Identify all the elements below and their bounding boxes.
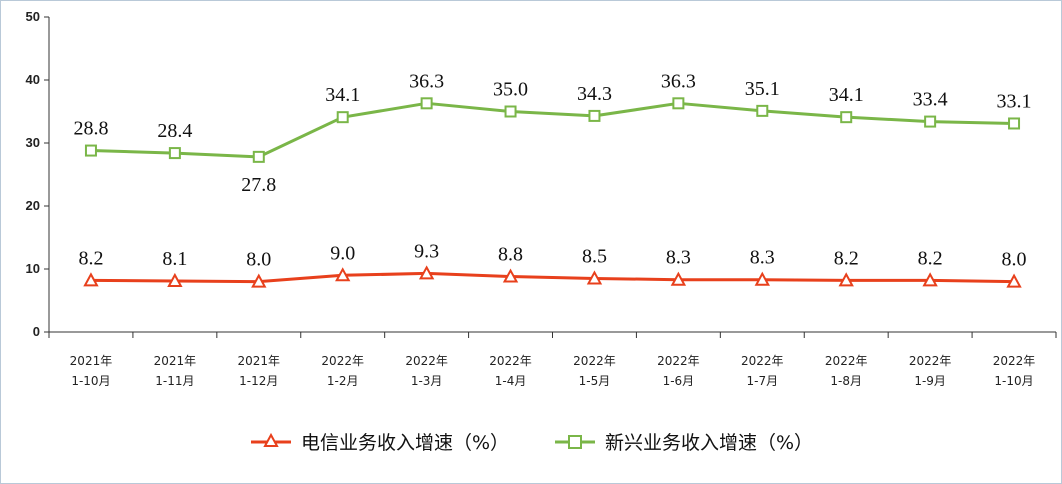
chart-legend: 电信业务收入增速（%） 新兴业务收入增速（%） — [1, 425, 1062, 457]
x-tick-label-year: 2022年 — [909, 354, 952, 368]
data-label: 33.4 — [913, 89, 948, 111]
data-label: 9.0 — [330, 242, 355, 264]
series-line-0 — [90, 271, 1015, 284]
x-tick-label-year: 2022年 — [321, 354, 364, 368]
data-point-square — [924, 115, 937, 128]
x-tick-label-period: 1-2月 — [327, 374, 359, 388]
x-tick-label-period: 1-5月 — [579, 374, 611, 388]
data-label: 34.3 — [577, 83, 612, 105]
data-point-triangle — [83, 272, 99, 287]
data-point-square — [336, 111, 349, 124]
data-label: 27.8 — [241, 174, 276, 196]
data-label: 36.3 — [409, 70, 444, 92]
data-point-triangle — [670, 271, 687, 286]
legend-swatch-emerging — [555, 435, 595, 449]
x-tick-label-period: 1-9月 — [914, 374, 946, 388]
y-tick-label: 30 — [26, 135, 40, 150]
data-point-triangle — [838, 272, 854, 287]
data-point-square — [756, 104, 769, 117]
x-tick-label-year: 2022年 — [741, 354, 784, 368]
x-tick-label-period: 1-11月 — [155, 374, 194, 388]
data-point-square — [588, 109, 601, 122]
data-point-triangle — [1006, 273, 1022, 288]
data-label: 8.2 — [78, 247, 103, 269]
x-tick-label-period: 1-7月 — [746, 374, 778, 388]
x-tick-label-period: 1-12月 — [239, 374, 278, 388]
data-label: 34.1 — [829, 84, 864, 106]
x-tick-label-period: 1-10月 — [994, 374, 1033, 388]
data-label: 34.1 — [325, 84, 360, 106]
data-point-triangle — [754, 271, 770, 286]
data-label: 8.3 — [666, 247, 691, 269]
data-point-triangle — [335, 267, 351, 282]
data-point-square — [840, 111, 853, 124]
data-point-triangle — [502, 268, 519, 283]
data-label: 8.0 — [246, 249, 271, 271]
data-point-triangle — [418, 265, 435, 280]
x-tick-label-year: 2022年 — [405, 354, 448, 368]
x-tick-label-year: 2022年 — [489, 354, 532, 368]
data-point-triangle — [922, 272, 938, 287]
data-label: 8.2 — [918, 247, 943, 269]
data-label: 36.3 — [661, 70, 696, 92]
x-tick-label-period: 1-10月 — [71, 374, 110, 388]
x-tick-label-period: 1-8月 — [830, 374, 862, 388]
data-label: 28.8 — [73, 118, 108, 140]
data-point-square — [84, 144, 97, 157]
data-point-square — [504, 105, 517, 118]
data-label: 35.1 — [745, 78, 780, 100]
y-tick-label: 50 — [26, 9, 40, 24]
data-label: 8.5 — [582, 245, 607, 267]
data-point-triangle — [251, 273, 267, 288]
data-point-square — [168, 147, 181, 160]
data-point-square — [420, 97, 433, 110]
data-point-square — [672, 97, 685, 110]
x-tick-label-year: 2021年 — [154, 354, 197, 368]
line-chart: 0 10 20 30 40 50 2021年 1-10月 2021年 1-11月 2021年 1-12… — [26, 9, 1057, 388]
data-point-square — [252, 150, 265, 163]
data-label: 35.0 — [493, 79, 528, 101]
x-tick-label-year: 2022年 — [993, 354, 1036, 368]
x-tick-label-year: 2022年 — [573, 354, 616, 368]
data-label: 8.0 — [1002, 249, 1027, 271]
data-point-square — [1008, 117, 1021, 130]
x-tick-label-year: 2021年 — [238, 354, 281, 368]
x-tick-label-period: 1-6月 — [663, 374, 695, 388]
data-label: 8.2 — [834, 247, 859, 269]
legend-item-telecom: 电信业务收入增速（%） — [250, 428, 509, 455]
x-tick-label-year: 2022年 — [657, 354, 700, 368]
x-tick-label-year: 2021年 — [70, 354, 113, 368]
x-tick-label-period: 1-3月 — [411, 374, 443, 388]
data-label: 8.8 — [498, 244, 523, 266]
x-tick-label-year: 2022年 — [825, 354, 868, 368]
data-point-triangle — [167, 272, 183, 287]
legend-swatch-telecom — [250, 432, 291, 447]
legend-item-emerging: 新兴业务收入增速（%） — [555, 428, 813, 455]
y-tick-label: 0 — [33, 324, 40, 339]
y-tick-label: 40 — [26, 72, 40, 87]
legend-label-telecom: 电信业务收入增速（%） — [300, 431, 509, 454]
legend-label-emerging: 新兴业务收入增速（%） — [605, 431, 814, 454]
data-label: 8.3 — [750, 247, 775, 269]
y-tick-label: 10 — [26, 261, 40, 276]
x-tick-label-period: 1-4月 — [495, 374, 527, 388]
data-point-triangle — [586, 270, 603, 285]
data-label: 33.1 — [997, 90, 1032, 112]
data-label: 8.1 — [162, 248, 187, 270]
series-line-1 — [90, 101, 1015, 159]
data-label: 28.4 — [157, 120, 192, 142]
y-tick-label: 20 — [26, 198, 40, 213]
data-label: 9.3 — [414, 240, 439, 262]
